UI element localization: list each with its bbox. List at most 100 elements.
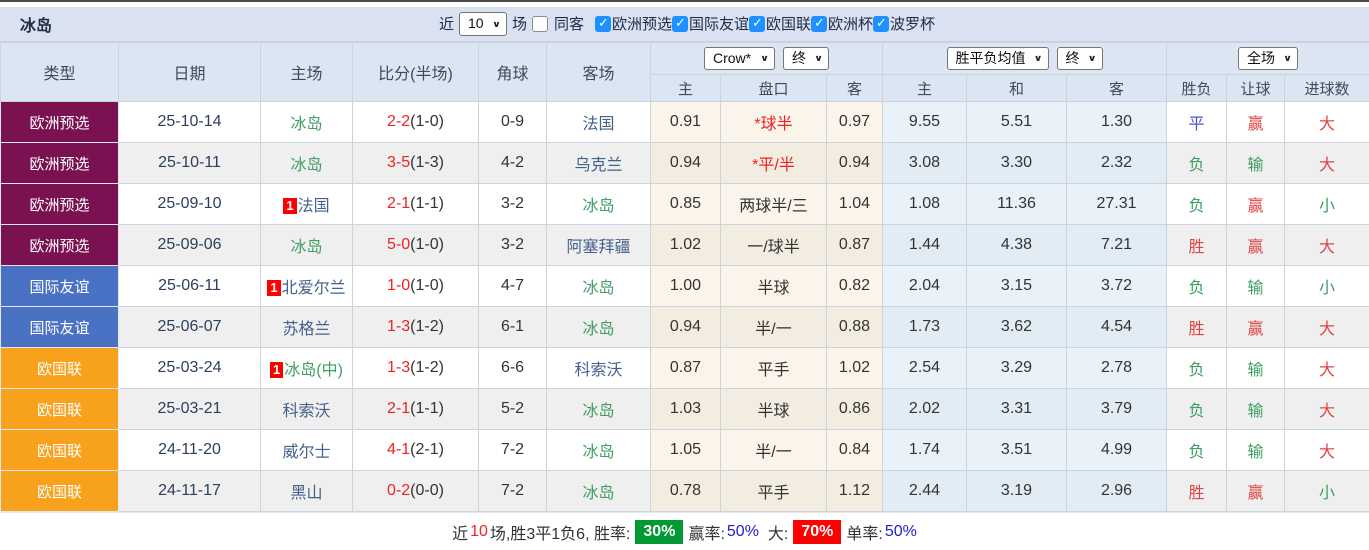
filter-label-4: 波罗杯: [890, 13, 935, 34]
filter-checkbox-3[interactable]: [811, 16, 827, 32]
away-team-name[interactable]: 乌克兰: [574, 157, 622, 174]
home-team-name[interactable]: 法国: [298, 198, 330, 215]
competition-type-cell: 欧洲预选: [1, 102, 119, 143]
let-result-cell: 输: [1227, 266, 1285, 307]
half-time-score: (1-0): [410, 113, 444, 130]
filter-item-1[interactable]: 国际友谊: [672, 13, 749, 34]
avg-select[interactable]: 胜平负均值: [947, 47, 1049, 70]
final-score[interactable]: 3-5: [387, 154, 410, 171]
home-team-name[interactable]: 冰岛: [290, 239, 322, 256]
col-header-type: 类型: [1, 43, 119, 102]
odds-home-cell: 0.87: [651, 348, 721, 389]
home-team-name[interactable]: 苏格兰: [282, 321, 330, 338]
avg-select-wrap: 胜平负均值: [947, 47, 1049, 70]
avg-state-select[interactable]: 终: [1057, 47, 1103, 70]
final-score[interactable]: 2-2: [387, 113, 410, 130]
recent-count-select[interactable]: 10: [459, 12, 507, 35]
score-cell: 0-2(0-0): [353, 471, 479, 512]
filter-label-1: 国际友谊: [689, 13, 749, 34]
final-score[interactable]: 1-0: [387, 277, 410, 294]
filter-checkbox-4[interactable]: [873, 16, 889, 32]
goals-cell: 大: [1285, 102, 1369, 143]
final-score[interactable]: 1-3: [387, 359, 410, 376]
final-score[interactable]: 4-1: [387, 441, 410, 458]
handicap-cell: *平/半: [721, 143, 827, 184]
result-cell: 胜: [1167, 307, 1227, 348]
home-team-name[interactable]: 北爱尔兰: [282, 280, 346, 297]
avg-draw-cell: 3.19: [967, 471, 1067, 512]
filter-item-4[interactable]: 波罗杯: [873, 13, 935, 34]
odds-company-select[interactable]: Crow*: [704, 47, 775, 70]
handicap-cell: 平手: [721, 471, 827, 512]
away-team-name[interactable]: 冰岛: [582, 280, 614, 297]
filter-item-2[interactable]: 欧国联: [749, 13, 811, 34]
odds-away-cell: 0.94: [827, 143, 883, 184]
scope-select[interactable]: 全场: [1238, 47, 1298, 70]
let-result-cell: 赢: [1227, 471, 1285, 512]
filter-checkbox-1[interactable]: [672, 16, 688, 32]
corners-cell: 6-6: [479, 348, 547, 389]
date-cell: 25-06-07: [119, 307, 261, 348]
avg-home-cell: 2.04: [883, 266, 967, 307]
let-result-cell: 输: [1227, 143, 1285, 184]
home-team-name[interactable]: 黑山: [290, 485, 322, 502]
home-team-name[interactable]: 科索沃: [282, 403, 330, 420]
final-score[interactable]: 2-1: [387, 195, 410, 212]
avg-home-cell: 2.02: [883, 389, 967, 430]
avg-home-cell: 1.74: [883, 430, 967, 471]
same-away-checkbox[interactable]: [532, 16, 548, 32]
handicap-cell: 半球: [721, 389, 827, 430]
score-cell: 4-1(2-1): [353, 430, 479, 471]
col-header-score: 比分(半场): [353, 43, 479, 102]
avg-draw-cell: 3.51: [967, 430, 1067, 471]
avg-home-cell: 1.73: [883, 307, 967, 348]
odds-away-cell: 1.02: [827, 348, 883, 389]
away-team-name[interactable]: 冰岛: [582, 403, 614, 420]
away-team-name[interactable]: 冰岛: [582, 444, 614, 461]
avg-away-cell: 2.78: [1067, 348, 1167, 389]
final-score[interactable]: 2-1: [387, 400, 410, 417]
final-score[interactable]: 1-3: [387, 318, 410, 335]
away-team-name[interactable]: 冰岛: [582, 485, 614, 502]
odds-company-select-wrap: Crow*: [704, 47, 775, 70]
same-away-checkbox-item[interactable]: 同客: [532, 13, 589, 34]
odds-away-cell: 0.84: [827, 430, 883, 471]
filter-item-3[interactable]: 欧洲杯: [811, 13, 873, 34]
filter-checkbox-2[interactable]: [749, 16, 765, 32]
col-header-away: 客场: [547, 43, 651, 102]
avg-away-cell: 2.32: [1067, 143, 1167, 184]
final-score[interactable]: 0-2: [387, 482, 410, 499]
date-cell: 25-09-10: [119, 184, 261, 225]
odds-state-select[interactable]: 终: [783, 47, 829, 70]
away-team-name[interactable]: 冰岛: [582, 198, 614, 215]
filter-item-0[interactable]: 欧洲预选: [595, 13, 672, 34]
away-team-name[interactable]: 阿塞拜疆: [566, 239, 630, 256]
filter-checkbox-0[interactable]: [595, 16, 611, 32]
away-team-name[interactable]: 冰岛: [582, 321, 614, 338]
avg-draw-cell: 3.15: [967, 266, 1067, 307]
odds-away-cell: 0.87: [827, 225, 883, 266]
home-team-name[interactable]: 威尔士: [282, 444, 330, 461]
sub-header-avg-draw: 和: [967, 75, 1067, 102]
away-team-cell: 科索沃: [547, 348, 651, 389]
home-team-name[interactable]: 冰岛: [290, 116, 322, 133]
final-score[interactable]: 5-0: [387, 236, 410, 253]
sub-header-goals: 进球数: [1285, 75, 1369, 102]
filter-toolbar: 近 10 场 同客 欧洲预选国际友谊欧国联欧洲杯波罗杯: [434, 12, 935, 35]
handicap-cell: 半球: [721, 266, 827, 307]
odds-home-cell: 0.85: [651, 184, 721, 225]
win-rate-badge: 30%: [635, 520, 683, 544]
home-team-name[interactable]: 冰岛(中): [284, 362, 343, 379]
avg-draw-cell: 3.29: [967, 348, 1067, 389]
home-team-name[interactable]: 冰岛: [290, 157, 322, 174]
away-team-name[interactable]: 法国: [582, 116, 614, 133]
away-team-name[interactable]: 科索沃: [574, 362, 622, 379]
score-cell: 2-1(1-1): [353, 184, 479, 225]
score-cell: 1-0(1-0): [353, 266, 479, 307]
let-result-cell: 赢: [1227, 225, 1285, 266]
